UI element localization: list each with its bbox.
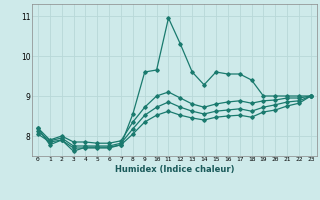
X-axis label: Humidex (Indice chaleur): Humidex (Indice chaleur): [115, 165, 234, 174]
